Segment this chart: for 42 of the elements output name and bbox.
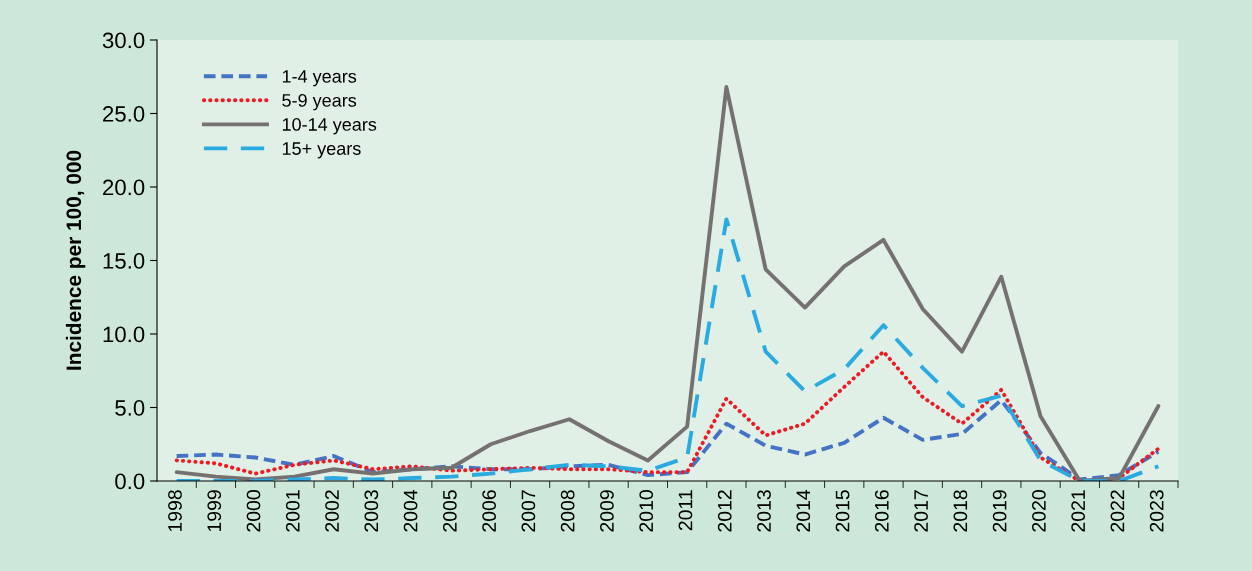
x-tick-label: 2013	[757, 490, 771, 532]
x-tick-label: 2018	[953, 490, 968, 532]
x-tick-label: 2001	[285, 490, 300, 532]
y-tick-label: 15.0	[103, 253, 145, 269]
y-tick-label: 20.0	[103, 179, 145, 196]
x-tick-label: 2007	[521, 490, 536, 532]
line-series	[174, 398, 1161, 481]
x-tick-label: 2022	[1110, 490, 1125, 532]
x-tick-label: 2006	[482, 490, 497, 532]
x-tick-label: 2004	[403, 489, 418, 532]
line-series	[174, 217, 1161, 481]
x-tick-label: 2015	[835, 490, 850, 532]
legend-label: 5-9 years	[282, 94, 357, 111]
x-tick-label: 2020	[1032, 490, 1046, 532]
x-tick-label: 2005	[442, 490, 457, 532]
x-tick-label: 2021	[1071, 490, 1086, 532]
x-tick-label: 2000	[246, 490, 261, 532]
x-tick-label: 2016	[874, 490, 889, 532]
legend-label: 15+ years	[282, 142, 361, 159]
x-tick-label: 2009	[600, 490, 614, 532]
legend-label: 10-14 years	[282, 118, 377, 135]
x-tick-label: 2012	[717, 490, 732, 532]
legend-label: 1-4 years	[282, 70, 357, 87]
y-tick-label: 0.0	[115, 473, 145, 490]
x-tick-label: 2002	[325, 490, 339, 532]
x-tick-label: 2008	[560, 490, 575, 532]
x-tick-label: 2011	[678, 490, 693, 531]
line-series	[174, 85, 1161, 481]
y-tick-label: 5.0	[115, 400, 145, 416]
x-tick-label: 1998	[168, 490, 182, 532]
x-tick-label: 2014	[796, 489, 811, 532]
x-tick-label: 2019	[992, 490, 1007, 532]
y-tick-label: 25.0	[103, 106, 145, 122]
y-axis-title: Incidence per 100, 000	[65, 150, 86, 370]
y-tick-label: 30.0	[102, 32, 145, 49]
x-tick-label: 2017	[914, 490, 928, 532]
line-series	[174, 349, 1161, 481]
x-tick-label: 2003	[364, 490, 379, 532]
x-tick-label: 2023	[1149, 490, 1164, 532]
x-tick-label: 2010	[639, 490, 654, 532]
x-tick-label: 1999	[207, 490, 222, 532]
y-tick-label: 10.0	[103, 326, 145, 343]
